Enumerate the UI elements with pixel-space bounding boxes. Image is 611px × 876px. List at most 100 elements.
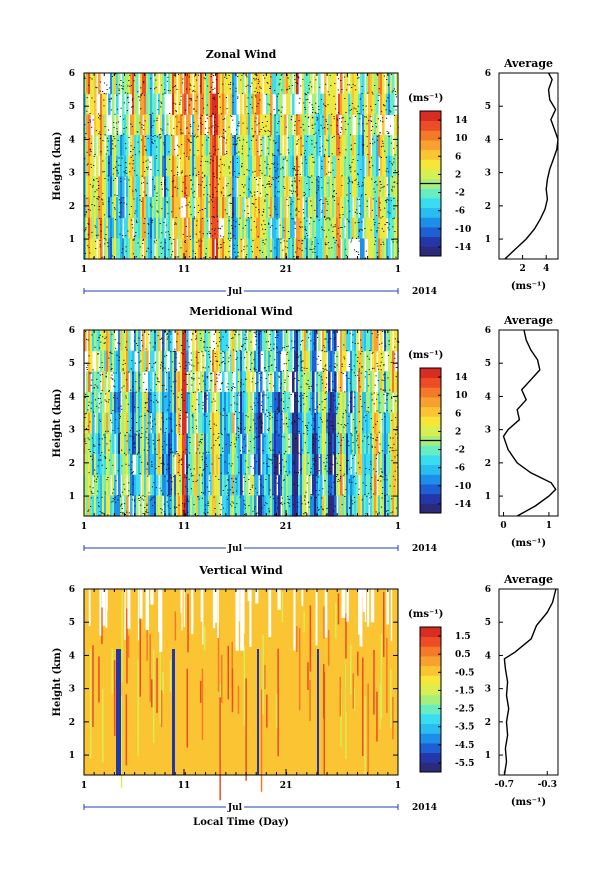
contour-dot [257,78,259,80]
heatmap-cell [318,217,321,239]
heatmap-cell [136,176,139,198]
heatmap-cell [352,371,355,393]
heatmap-cell [118,474,121,496]
contour-dot [359,212,361,214]
contour-dot [229,240,231,242]
contour-dot [373,392,375,394]
contour-dot [359,98,361,100]
contour-dot [352,334,354,336]
heatmap-cell [348,114,351,136]
contour-dot [351,500,353,502]
contour-dot [276,95,278,97]
heatmap-cell [332,155,335,177]
contour-dot [152,125,154,126]
contour-dot [197,212,199,213]
contour-dot [271,364,273,366]
heatmap-cell [240,73,243,95]
contour-dot [366,200,368,202]
heatmap-cell [356,114,359,136]
heatmap-cell [270,176,273,198]
contour-dot [164,242,166,243]
contour-dot [263,211,265,213]
contour-dot [378,169,381,170]
contour-dot [135,210,137,212]
heatmap-cell [178,454,181,476]
heatmap-cell [260,495,263,517]
heatmap-cell [362,114,365,136]
contour-dot [257,103,259,105]
heatmap-cell [320,238,323,260]
heatmap-cell [178,217,181,239]
contour-dot [141,201,143,202]
contour-dot [278,121,280,122]
contour-dot [246,254,248,256]
contour-dot [193,108,195,110]
contour-dot [179,157,181,159]
heatmap-cell [262,238,265,260]
contour-dot [274,90,276,91]
heatmap-cell [106,454,109,476]
heatmap-cell [390,217,393,239]
colorbar-segment [420,149,441,160]
heatmap-cell [154,454,157,476]
heatmap-cell [118,392,121,414]
heatmap-cell [270,454,273,476]
contour-dot [197,204,200,206]
heatmap-cell [252,197,255,219]
contour-dot [103,105,105,107]
contour-dot [234,238,236,240]
contour-dot [268,447,271,449]
contour-dot [281,74,283,76]
contour-dot [242,227,244,229]
contour-dot [140,93,142,95]
heatmap-cell [382,217,385,239]
contour-dot [114,208,116,210]
contour-dot [155,86,157,88]
contour-dot [345,112,347,113]
contour-dot [379,132,381,134]
contour-dot [360,169,362,170]
contour-dot [332,184,334,186]
heatmap-cell [364,176,367,198]
heatmap-cell [356,155,359,177]
contour-dot [215,79,217,81]
heatmap-cell [318,495,321,517]
contour-dot [276,191,279,193]
contour-dot [132,98,134,100]
heatmap-cell [138,238,141,260]
contour-dot [165,168,167,170]
contour-dot [258,122,260,124]
contour-dot [113,168,115,170]
contour-dot [229,202,231,204]
heatmap-cell [150,93,153,115]
heatmap-cell [258,197,261,219]
contour-dot [315,112,317,114]
heatmap-cell [378,238,381,260]
heatmap-cell [356,73,359,95]
contour-dot [155,158,157,159]
heatmap-cell [132,412,135,434]
contour-dot [150,169,152,170]
heatmap-cell [288,176,291,198]
contour-dot [256,246,258,248]
contour-dot [307,383,309,385]
heatmap-cell [364,454,367,476]
heatmap-cell [366,135,369,157]
contour-dot [182,233,184,235]
contour-dot [158,256,160,258]
heatmap-cell [90,197,93,219]
heatmap-cell [176,330,179,352]
heatmap-cell [248,392,251,414]
contour-dot [325,105,327,107]
contour-dot [232,188,234,190]
contour-dot [117,121,120,123]
contour-dot [291,185,293,187]
heatmap-cell [98,135,101,157]
heatmap-cell [112,197,115,219]
contour-dot [212,196,214,198]
contour-dot [137,452,139,454]
contour-dot [267,82,269,84]
contour-dot [241,74,243,76]
heatmap-cell [362,197,365,219]
contour-dot [100,151,102,153]
